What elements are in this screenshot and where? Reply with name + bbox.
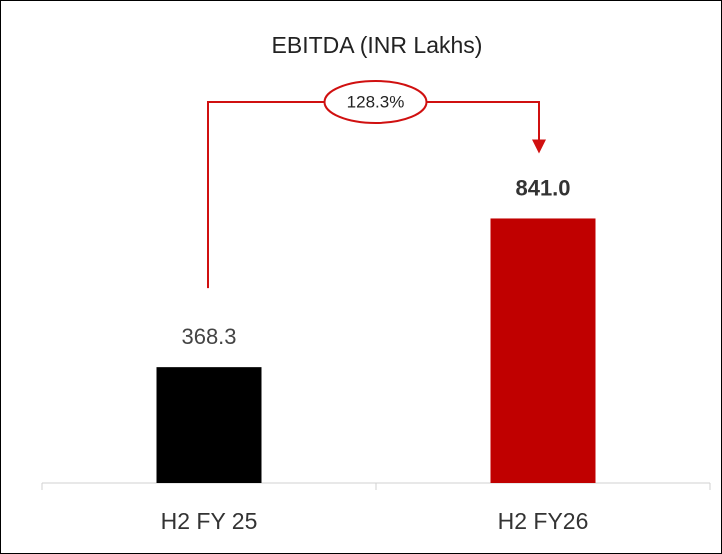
annotation-ellipse bbox=[323, 80, 428, 124]
data-label: 841.0 bbox=[515, 175, 570, 200]
annotation: 128.3% bbox=[347, 92, 405, 111]
data-label: 368.3 bbox=[181, 324, 236, 349]
bar bbox=[156, 367, 262, 483]
growth-arrowhead bbox=[532, 139, 546, 154]
x-tick-label: H2 FY26 bbox=[498, 508, 589, 534]
bar bbox=[490, 218, 596, 483]
chart-title: EBITDA (INR Lakhs) bbox=[272, 32, 483, 58]
x-tick-label: H2 FY 25 bbox=[161, 508, 258, 534]
